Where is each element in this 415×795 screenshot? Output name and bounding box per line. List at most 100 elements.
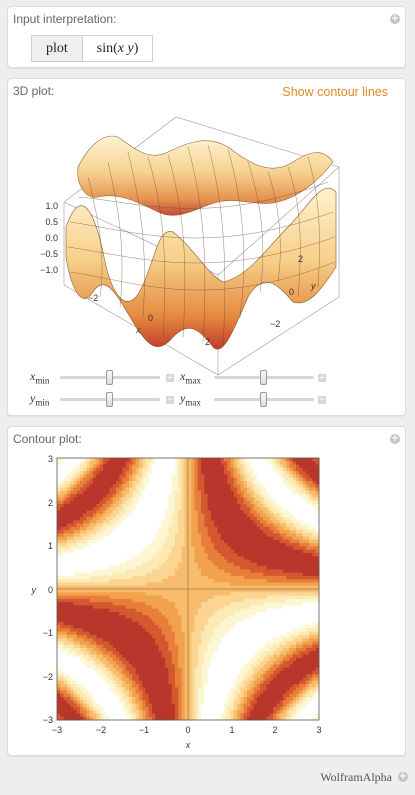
slider-expand-icon[interactable]: + [318,395,326,404]
contour-cell [83,677,87,682]
contour-cell [237,477,241,482]
contour-cell [227,464,231,469]
contour-cell [224,602,228,606]
contour-cell [96,471,100,475]
contour-cell [99,556,104,560]
contour-cell [161,674,166,678]
slider-expand-icon[interactable]: + [318,373,326,382]
contour-cell [250,625,254,629]
contour-cell [60,464,64,469]
contour-cell [171,615,176,619]
contour-cell [93,569,97,574]
contour-cell [132,569,136,574]
contour-cell [57,589,61,593]
contour-cell [230,690,235,695]
slider-thumb[interactable] [260,370,267,385]
contour-cell [83,543,87,547]
contour-cell [155,661,159,665]
contour-cell [181,575,186,580]
contour-cell [210,716,215,721]
contour-cell [207,458,212,462]
contour-cell [148,706,153,711]
contour-cell [237,497,241,501]
contour-cell [217,546,222,551]
contour-cell [250,569,254,574]
contour-cell [178,674,182,678]
contour-cell [253,467,258,472]
contour-cell [132,585,136,590]
contour-cell [138,605,143,610]
contour-cell [165,520,169,524]
contour-cell [220,667,225,672]
contour-cell [148,615,153,619]
contour-cell [227,651,231,655]
contour-cell [240,710,245,714]
contour-cell [73,536,78,541]
contour-cell [132,667,136,672]
contour-cell [86,458,91,462]
contour-cell [86,638,91,642]
slider-expand-icon[interactable]: + [166,395,174,404]
slider-xmax[interactable]: xmax + [180,369,330,385]
contour-cell [224,647,228,652]
slider-ymin[interactable]: ymin + [30,391,180,407]
contour-cell [96,598,100,603]
slider-thumb[interactable] [260,392,267,407]
contour-cell [201,651,205,655]
contour-cell [168,670,173,675]
slider-thumb[interactable] [106,392,113,407]
contour-cell [63,644,68,649]
contour-cell [201,595,205,600]
contour-cell [240,706,245,711]
contour-cell [132,503,136,508]
contour-cell [230,510,235,515]
slider-ymax[interactable]: ymax + [180,391,330,407]
contour-cell [122,507,127,511]
contour-cell [246,549,251,554]
contour-cell [227,566,231,570]
contour-cell [125,503,130,508]
contour-cell [171,494,176,498]
slider-xmin[interactable]: xmin + [30,369,180,385]
contour-cell [138,647,143,652]
contour-cell [96,670,100,675]
expand-plus-icon[interactable]: + [390,433,400,444]
contour-cell [76,543,81,547]
contour-cell [197,589,202,593]
slider-expand-icon[interactable]: + [166,373,174,382]
slider-thumb[interactable] [106,370,113,385]
contour-cell [60,644,64,649]
contour-cell [119,546,123,551]
contour-cell [220,687,225,691]
show-contour-lines-link[interactable]: Show contour lines [282,85,388,99]
contour-cell [165,497,169,501]
contour-cell [246,458,251,462]
contour-cell [145,546,150,551]
contour-cell [237,661,241,665]
contour-cell [122,575,127,580]
contour-cell [76,634,81,639]
contour-cell [112,611,117,616]
contour-cell [174,480,179,485]
contour-cell [142,549,146,554]
contour-cell [70,480,74,485]
contour-cell [106,484,110,488]
contour-cell [230,605,235,610]
contour-cell [191,615,195,619]
contour-cell [99,464,104,469]
contour-cell [174,516,179,521]
contour-cell [174,697,179,701]
expand-plus-icon[interactable]: + [390,13,400,24]
contour-cell [155,575,159,580]
contour-cell [158,516,163,521]
contour-cell [233,700,238,705]
contour-cell [125,697,130,701]
contour-cell [129,697,133,701]
contour-cell [115,605,120,610]
contour-cell [73,552,78,557]
contour-cell [184,634,189,639]
contour-cell [138,497,143,501]
contour-cell [230,654,235,659]
contour-cell [79,503,84,508]
contour-cell [233,490,238,495]
